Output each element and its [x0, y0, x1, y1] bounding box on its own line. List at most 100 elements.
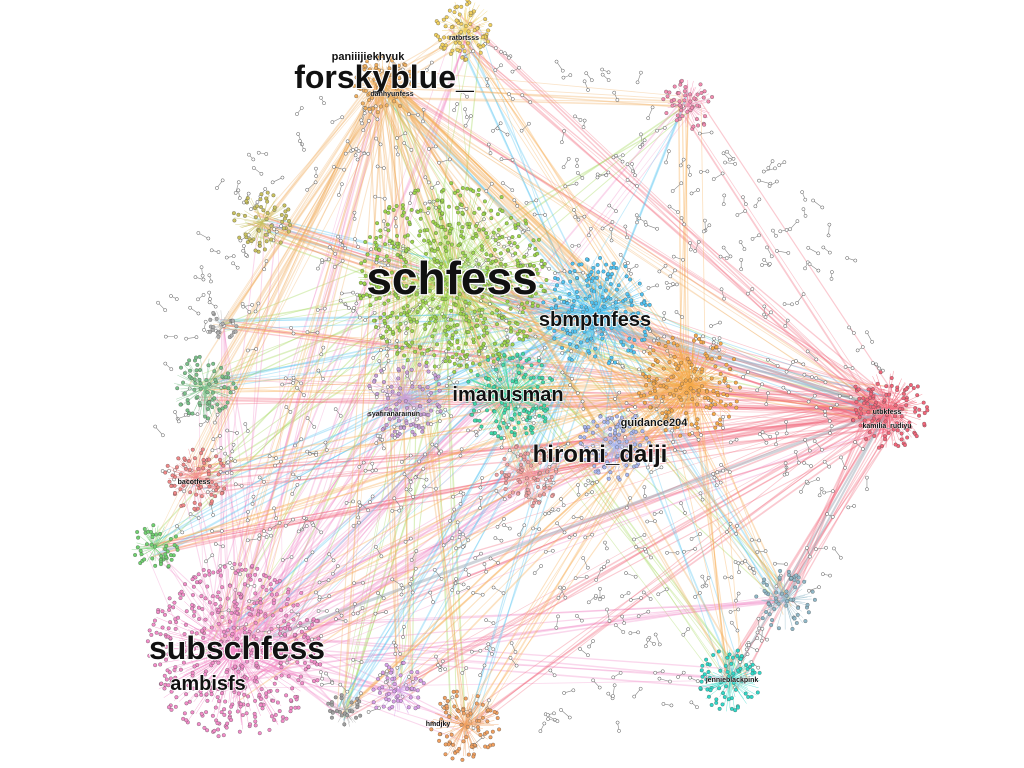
node — [882, 434, 887, 439]
edge — [186, 407, 888, 484]
edge — [382, 72, 701, 371]
edge — [224, 284, 447, 325]
node — [922, 411, 927, 416]
isolate-node-pair — [202, 319, 208, 332]
node — [915, 384, 920, 389]
edge — [343, 251, 475, 719]
node — [539, 284, 544, 289]
isolate-node-pair — [689, 188, 700, 196]
node — [168, 620, 173, 625]
node — [167, 479, 172, 484]
node — [695, 417, 700, 422]
node — [709, 398, 714, 403]
node — [410, 329, 415, 333]
node — [904, 387, 909, 392]
isolate-node-pair — [735, 209, 748, 217]
node — [515, 322, 520, 326]
node — [463, 341, 468, 346]
node — [253, 591, 258, 596]
node — [214, 316, 219, 321]
node — [499, 195, 504, 200]
isolate-node-pair — [644, 222, 660, 231]
node — [675, 113, 680, 118]
node — [458, 356, 463, 361]
edge — [253, 457, 530, 683]
node — [291, 603, 296, 608]
node — [450, 48, 455, 53]
node — [165, 549, 170, 554]
node — [436, 21, 441, 26]
node — [547, 376, 552, 381]
node — [220, 585, 225, 590]
node — [394, 402, 399, 407]
edge — [396, 424, 897, 690]
node — [637, 281, 642, 286]
node — [664, 385, 669, 390]
node — [440, 42, 445, 47]
edge — [200, 409, 902, 489]
isolate-node-pair — [169, 294, 179, 301]
isolate-node-pair — [674, 310, 685, 319]
node — [225, 596, 230, 601]
edge — [219, 330, 592, 389]
isolate-node-pair — [538, 721, 547, 734]
node — [529, 363, 534, 368]
node — [545, 469, 550, 474]
edge — [683, 411, 775, 589]
edge — [234, 75, 382, 640]
node — [482, 199, 487, 204]
label-forskyblue: forskyblue_ — [294, 59, 475, 95]
node — [639, 393, 644, 398]
isolate-node-pair — [734, 524, 739, 536]
node — [345, 713, 350, 718]
node — [384, 329, 389, 334]
node — [542, 261, 547, 266]
node — [450, 336, 455, 341]
node — [300, 681, 305, 686]
node — [864, 437, 868, 442]
node — [162, 673, 167, 678]
node — [438, 216, 443, 221]
node — [135, 545, 140, 550]
isolate-node-pair — [284, 405, 293, 414]
edge — [336, 96, 378, 708]
node — [882, 398, 887, 403]
node — [190, 411, 195, 416]
node — [667, 360, 672, 365]
node — [474, 223, 478, 228]
node — [507, 494, 512, 499]
edge — [394, 83, 680, 108]
node — [182, 371, 187, 376]
isolate-node-pair — [378, 263, 391, 270]
node — [480, 702, 485, 707]
node — [714, 700, 719, 705]
node — [530, 304, 535, 308]
node — [489, 216, 494, 221]
node — [558, 295, 562, 300]
node — [188, 368, 192, 373]
node — [706, 670, 711, 674]
node — [627, 336, 632, 341]
node — [175, 547, 180, 552]
node — [695, 402, 699, 407]
node — [479, 244, 484, 249]
node — [178, 472, 183, 477]
node — [400, 206, 405, 211]
node — [213, 602, 218, 606]
node — [394, 344, 399, 349]
node — [433, 376, 438, 381]
node — [568, 342, 572, 347]
node — [695, 92, 700, 97]
node — [786, 569, 791, 574]
isolate-node-pair — [510, 65, 521, 74]
node — [228, 390, 233, 395]
node — [407, 220, 412, 225]
edge — [215, 680, 721, 689]
node — [893, 442, 898, 447]
node — [727, 652, 732, 657]
isolate-node-pair — [319, 95, 326, 106]
node — [232, 599, 237, 604]
edge — [384, 85, 715, 387]
node — [475, 694, 480, 699]
node — [755, 690, 760, 695]
